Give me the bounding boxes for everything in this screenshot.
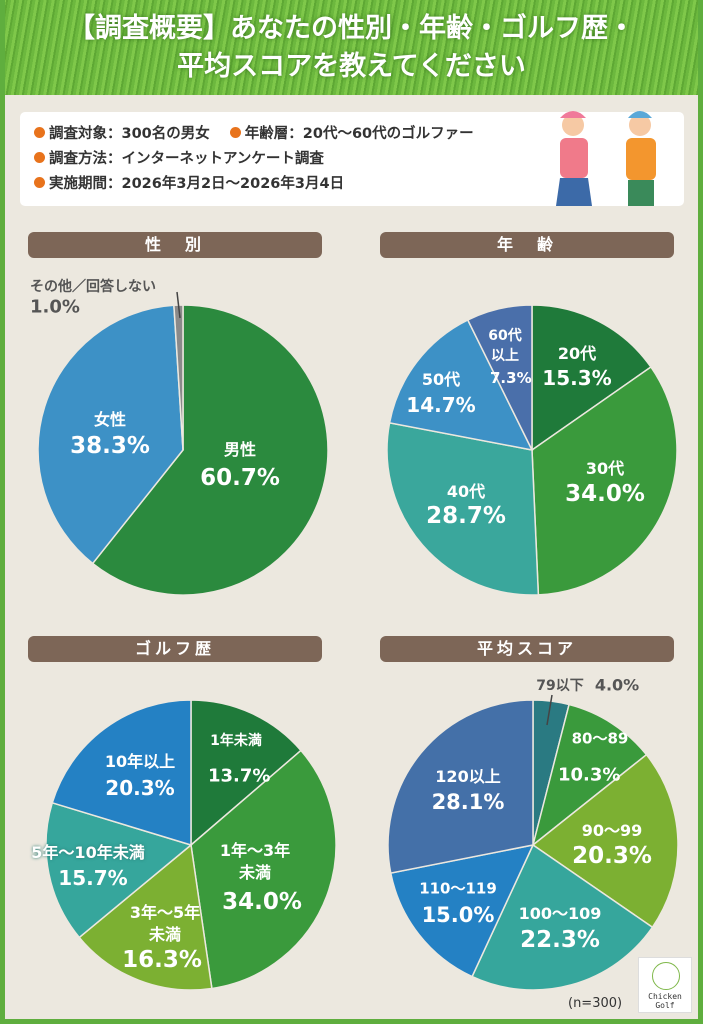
label-110-119: 110〜119 xyxy=(419,879,497,898)
label-79-under: 79以下 xyxy=(536,678,584,694)
bullet-icon xyxy=(34,152,45,163)
info-age-range: 年齢層：20代〜60代のゴルファー xyxy=(244,126,474,142)
label-40s: 40代 xyxy=(446,482,486,501)
label-5-10y: 5年〜10年未満 xyxy=(31,843,145,862)
label-120-over: 120以上 xyxy=(435,767,501,786)
sample-size: (n=300) xyxy=(568,996,623,1011)
info-period: 実施期間：2026年3月2日〜2026年3月4日 xyxy=(49,176,345,192)
section-score-header: 平均スコア xyxy=(380,636,674,662)
label-3-5y: 3年〜5年未満 xyxy=(129,903,201,944)
label-90-99: 90〜99 xyxy=(581,821,643,840)
value-100-109: 22.3% xyxy=(520,927,600,953)
label-30s: 30代 xyxy=(585,459,625,478)
label-female: 女性 xyxy=(93,410,127,429)
pie-slice-3-2 xyxy=(531,753,679,929)
pie-slice-2-0 xyxy=(190,699,303,847)
title-line-2: 平均スコアを教えてください xyxy=(177,50,526,82)
value-40s: 28.7% xyxy=(426,503,506,529)
info-method: 調査方法：インターネットアンケート調査 xyxy=(49,151,324,167)
bullet-icon xyxy=(34,177,45,188)
pie-slice-2-3 xyxy=(45,801,193,939)
pie-slice-0-1 xyxy=(37,304,184,565)
pie-slice-1-3 xyxy=(388,318,534,452)
golfers-illustration xyxy=(556,111,656,206)
label-60s: 60代以上 xyxy=(488,328,522,364)
value-over-10y: 20.3% xyxy=(105,776,175,800)
chicken-golf-logo: Chicken Golf xyxy=(638,957,692,1013)
label-male: 男性 xyxy=(223,440,257,459)
value-male: 60.7% xyxy=(200,465,280,491)
value-79-under: 4.0% xyxy=(594,675,640,695)
pie-slice-3-4 xyxy=(389,843,535,978)
pie-slice-0-0 xyxy=(91,304,329,596)
section-golf-history-header: ゴルフ歴 xyxy=(28,636,322,662)
bullet-icon xyxy=(34,127,45,138)
value-30s: 34.0% xyxy=(565,481,645,507)
section-gender-header: 性 別 xyxy=(28,232,322,258)
label-50s: 50代 xyxy=(421,370,461,389)
bullet-icon xyxy=(229,127,241,138)
value-90-99: 20.3% xyxy=(572,843,652,869)
info-target: 調査対象：300名の男女 xyxy=(49,126,210,142)
pie-slice-1-0 xyxy=(531,304,652,452)
title-line-1: 【調査概要】あなたの性別・年齢・ゴルフ歴・ xyxy=(68,12,635,44)
value-20s: 15.3% xyxy=(542,366,612,390)
pie-slice-1-1 xyxy=(531,365,678,596)
label-over-10y: 10年以上 xyxy=(104,752,176,771)
pie-slice-3-5 xyxy=(387,699,534,874)
value-120-over: 28.1% xyxy=(431,790,505,814)
pie-slice-2-2 xyxy=(78,843,213,991)
value-female: 38.3% xyxy=(70,433,150,459)
label-other: その他／回答しない xyxy=(30,279,156,295)
pie-slice-3-3 xyxy=(471,843,654,991)
pie-slice-1-2 xyxy=(386,421,540,596)
pie-slice-1-4 xyxy=(466,304,533,451)
pie-slice-3-1 xyxy=(531,703,648,847)
value-other: 1.0% xyxy=(30,296,80,318)
label-1-3y: 1年〜3年未満 xyxy=(219,841,291,882)
value-50s: 14.7% xyxy=(406,393,476,417)
label-80-89: 80〜89 xyxy=(571,729,629,748)
pie-slice-2-4 xyxy=(51,699,192,847)
value-1-3y: 34.0% xyxy=(222,889,302,915)
page-header: 【調査概要】あなたの性別・年齢・ゴルフ歴・ 平均スコアを教えてください xyxy=(0,0,703,95)
value-5-10y: 15.7% xyxy=(58,866,128,890)
value-110-119: 15.0% xyxy=(421,903,495,927)
pie-slice-2-1 xyxy=(190,749,337,990)
section-age-header: 年 齢 xyxy=(380,232,674,258)
label-under-1y: 1年未満 xyxy=(210,733,262,749)
value-3-5y: 16.3% xyxy=(122,947,202,973)
label-100-109: 100〜109 xyxy=(518,904,602,923)
label-20s: 20代 xyxy=(557,344,597,363)
